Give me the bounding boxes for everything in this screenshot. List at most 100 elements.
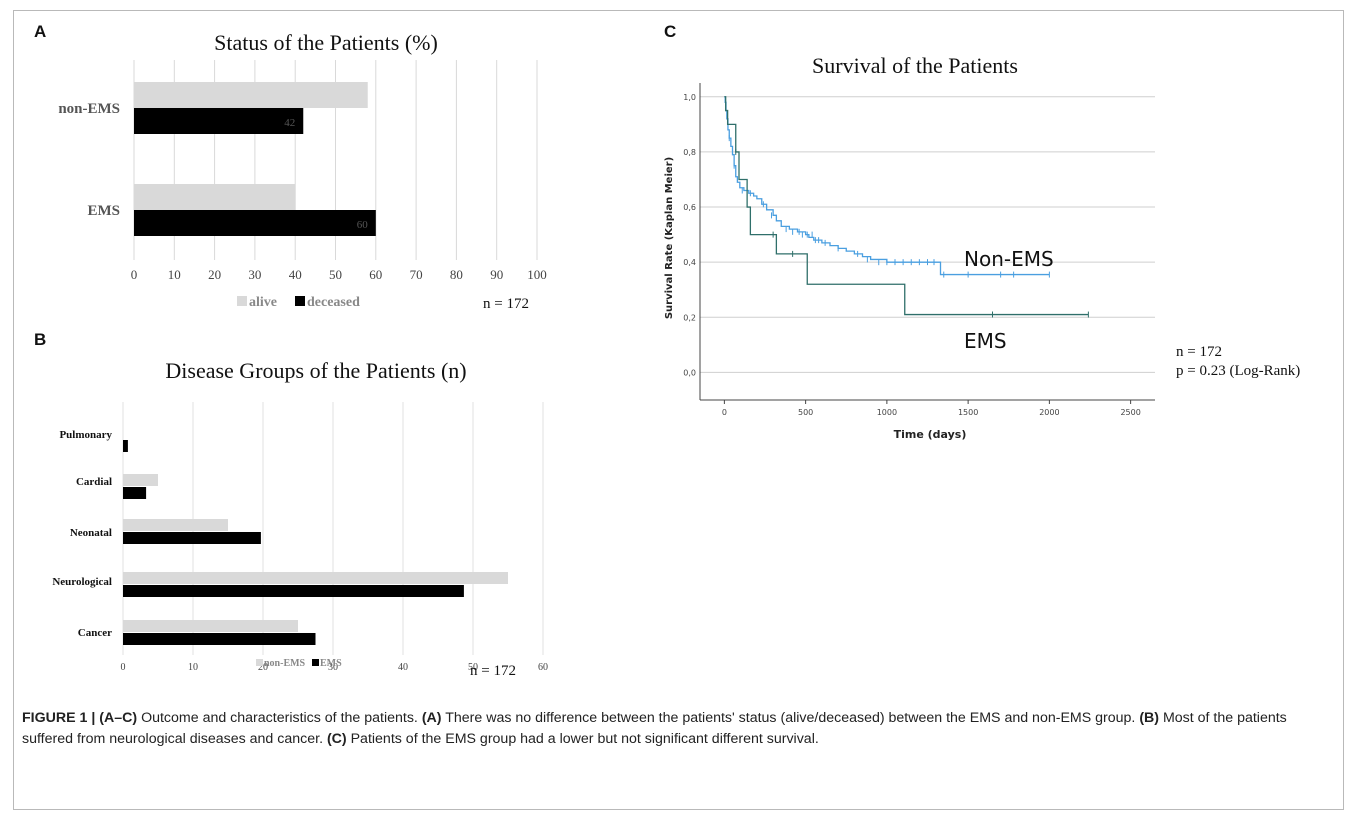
panel-a-category-label: non-EMS [58,101,120,117]
panel-c-x-tick-label: 0 [722,408,727,417]
panel-a-category-labels: non-EMS EMS [58,101,120,219]
panel-letter-a: A [34,22,47,41]
panel-a-bar-deceased [134,108,304,134]
panel-a-x-tick-label: 50 [329,267,342,282]
panel-c-survival-lines [724,96,1089,318]
panel-a-data-label: 60 [357,219,369,231]
panel-a-x-tick-label: 20 [208,267,221,282]
panel-a-legend: alive deceased [237,295,360,310]
panel-a-bar-alive [134,82,368,108]
caption-a-label: (A) [421,710,442,726]
panel-c-y-tick-label: 1,0 [683,93,696,102]
figure-panels: Status of the Patients (%) 42 60 non-EMS E… [52,30,1300,679]
panel-a-x-tick-label: 60 [369,267,382,282]
panel-b-bar-ems [123,487,147,499]
panel-b-bar-ems [123,585,464,597]
panel-b-x-tick-label: 60 [538,662,548,673]
panel-letter-b: B [34,330,47,349]
panel-a-bar-alive [134,184,296,210]
panel-a-status-chart: Status of the Patients (%) 42 60 non-EMS E… [58,30,546,312]
panel-b-bar-ems [123,633,316,645]
panel-b-bar-non-ems [123,572,508,584]
panel-a-bars: 42 60 [134,82,376,236]
panel-b-category-label: Neonatal [70,527,112,539]
legend-label-alive: alive [249,295,277,310]
panel-c-y-axis-label: Survival Rate (Kaplan Meier) [664,157,675,319]
panel-c-y-tick-label: 0,6 [683,203,696,212]
panel-a-data-label: 42 [284,117,295,129]
legend-label-deceased: deceased [307,295,360,310]
series-label-ems: EMS [964,329,1007,353]
panel-a-category-label: EMS [87,203,120,219]
panel-a-n-annotation: n = 172 [483,296,529,312]
figure-caption: FIGURE 1 | (A–C) Outcome and characteris… [22,708,1322,750]
legend-label-non-ems: non-EMS [264,658,306,669]
legend-swatch-ems [312,659,319,666]
panel-b-x-tick-label: 40 [398,662,408,673]
panel-a-x-tick-label: 100 [527,267,547,282]
panel-a-x-tick-label: 30 [248,267,261,282]
panel-c-x-tick-label: 2500 [1120,408,1140,417]
panel-c-title: Survival of the Patients [812,53,1018,78]
panel-b-x-tick-label: 0 [121,662,126,673]
panel-a-title: Status of the Patients (%) [214,30,438,55]
panel-b-bar-non-ems [123,620,298,632]
panel-c-y-tick-label: 0,8 [683,148,696,157]
panel-b-x-tick-label: 20 [258,662,268,673]
panel-b-x-tick-label: 10 [188,662,198,673]
panel-c-y-tick-label: 0,0 [683,368,696,377]
panel-b-bar-ems [123,532,261,544]
panel-b-n-annotation: n = 172 [470,663,516,679]
panel-b-x-tick-labels: 0 10 20 30 40 50 60 [121,662,549,673]
panel-c-tick-labels: 0,0 0,2 0,4 0,6 0,8 1,0 0 500 1000 1500 2000 2500 [683,93,1141,417]
panel-b-category-label: Cardial [76,476,112,488]
panel-a-x-tick-label: 40 [289,267,302,282]
caption-b-text: Most of the patients suffered from neuro… [22,710,1287,747]
panel-b-disease-chart: Disease Groups of the Patients (n) Pulmo… [52,358,548,679]
panel-c-x-tick-label: 500 [798,408,813,417]
caption-label: FIGURE 1 | (A–C) [22,710,138,726]
panel-a-x-tick-label: 90 [490,267,503,282]
panel-b-category-label: Neurological [52,576,112,588]
caption-c-text: Patients of the EMS group had a lower bu… [346,731,819,747]
panel-a-bar-deceased [134,210,376,236]
panel-a-x-tick-labels: 0 10 20 30 40 50 60 70 80 90 100 [131,267,547,282]
panel-c-y-tick-label: 0,4 [683,258,696,267]
panel-b-legend: non-EMS EMS [256,658,342,669]
panel-a-x-tick-label: 0 [131,267,138,282]
figure-frame [13,10,1344,810]
panel-a-x-tick-label: 80 [450,267,463,282]
panel-b-category-label: Pulmonary [59,429,112,441]
panel-b-category-label: Cancer [78,627,112,639]
legend-label-ems: EMS [320,658,342,669]
legend-swatch-deceased [295,296,305,306]
panel-c-x-tick-label: 1500 [958,408,978,417]
caption-c-label: (C) [326,731,347,747]
caption-b-label: (B) [1139,710,1160,726]
legend-swatch-alive [237,296,247,306]
panel-c-x-tick-label: 1000 [877,408,897,417]
panel-b-category-labels: Pulmonary Cardial Neonatal Neurological Canc… [52,429,112,639]
panel-c-axes [699,83,1155,404]
caption-intro: Outcome and characteristics of the patie… [137,710,422,726]
panel-c-n-annotation: n = 172 [1176,344,1222,360]
panel-c-grid [700,96,1155,373]
panel-letter-c: C [664,22,677,41]
panel-b-x-tick-label: 50 [468,662,478,673]
panel-c-p-annotation: p = 0.23 (Log-Rank) [1176,363,1300,379]
panel-c-x-tick-label: 2000 [1039,408,1059,417]
panel-b-bar-non-ems [123,474,158,486]
panel-c-series-line-ems [724,96,1089,316]
legend-swatch-non-ems [256,659,263,666]
panel-b-bar-ems [123,440,128,452]
panel-b-title: Disease Groups of the Patients (n) [165,358,466,383]
panel-a-x-tick-label: 70 [410,267,423,282]
series-label-non-ems: Non-EMS [964,247,1054,271]
panel-b-x-tick-label: 30 [328,662,338,673]
caption-a-text: There was no difference between the pati… [441,710,1140,726]
panel-b-bar-non-ems [123,519,228,531]
panel-c-series-line-non-ems [724,96,1050,276]
panel-b-bars [123,440,508,645]
panel-a-x-tick-label: 10 [168,267,181,282]
panel-c-x-axis-label: Time (days) [894,428,967,441]
